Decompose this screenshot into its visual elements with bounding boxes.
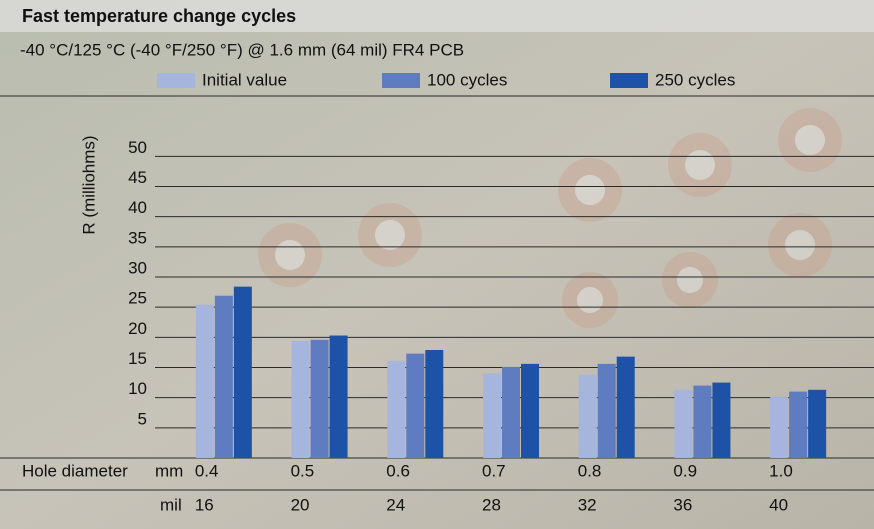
y-tick-label: 45 — [128, 168, 147, 187]
bar — [330, 336, 348, 458]
bar — [693, 386, 711, 458]
y-tick-label: 50 — [128, 138, 147, 157]
legend-label: Initial value — [202, 70, 287, 89]
x2-tick-label: 16 — [195, 495, 214, 514]
legend-swatch — [382, 73, 420, 88]
chart-title: Fast temperature change cycles — [22, 6, 296, 26]
x2-tick-label: 24 — [386, 495, 405, 514]
legend-label: 250 cycles — [655, 70, 735, 89]
bar — [483, 374, 501, 458]
x-unit: mm — [155, 461, 183, 480]
bar — [387, 361, 405, 458]
bar — [521, 364, 539, 458]
y-tick-label: 20 — [128, 319, 147, 338]
x2-tick-label: 36 — [673, 495, 692, 514]
y-tick-label: 30 — [128, 258, 147, 277]
x-axis-label: Hole diameter — [22, 461, 128, 480]
y-tick-label: 40 — [128, 198, 147, 217]
bar — [406, 354, 424, 458]
y-tick-label: 5 — [138, 409, 147, 428]
legend-swatch — [157, 73, 195, 88]
bar — [770, 397, 788, 458]
x2-tick-label: 40 — [769, 495, 788, 514]
y-tick-label: 15 — [128, 349, 147, 368]
bar — [789, 392, 807, 458]
bar — [712, 383, 730, 458]
bar — [196, 305, 214, 458]
x2-unit: mil — [160, 495, 182, 514]
bar — [598, 364, 616, 458]
bar — [674, 390, 692, 458]
x2-tick-label: 28 — [482, 495, 501, 514]
legend-swatch — [610, 73, 648, 88]
bar — [617, 357, 635, 458]
x2-tick-label: 20 — [291, 495, 310, 514]
legend-label: 100 cycles — [427, 70, 507, 89]
y-tick-label: 10 — [128, 379, 147, 398]
x-tick-label: 0.5 — [291, 461, 315, 480]
bar — [311, 340, 329, 458]
bar — [215, 296, 233, 458]
x-tick-label: 0.6 — [386, 461, 410, 480]
bar — [292, 341, 310, 458]
x-tick-label: 1.0 — [769, 461, 793, 480]
y-tick-label: 35 — [128, 228, 147, 247]
x2-tick-label: 32 — [578, 495, 597, 514]
bar — [502, 367, 520, 458]
bar — [425, 350, 443, 458]
y-axis-label: R (milliohms) — [79, 135, 98, 234]
x-tick-label: 0.4 — [195, 461, 219, 480]
y-tick-label: 25 — [128, 289, 147, 308]
x-tick-label: 0.9 — [673, 461, 697, 480]
chart: Fast temperature change cycles -40 °C/12… — [0, 0, 874, 529]
x-tick-label: 0.8 — [578, 461, 602, 480]
bar — [808, 390, 826, 458]
bar — [234, 287, 252, 458]
subtitle: -40 °C/125 °C (-40 °F/250 °F) @ 1.6 mm (… — [20, 40, 464, 59]
bar — [579, 375, 597, 458]
x-tick-label: 0.7 — [482, 461, 506, 480]
